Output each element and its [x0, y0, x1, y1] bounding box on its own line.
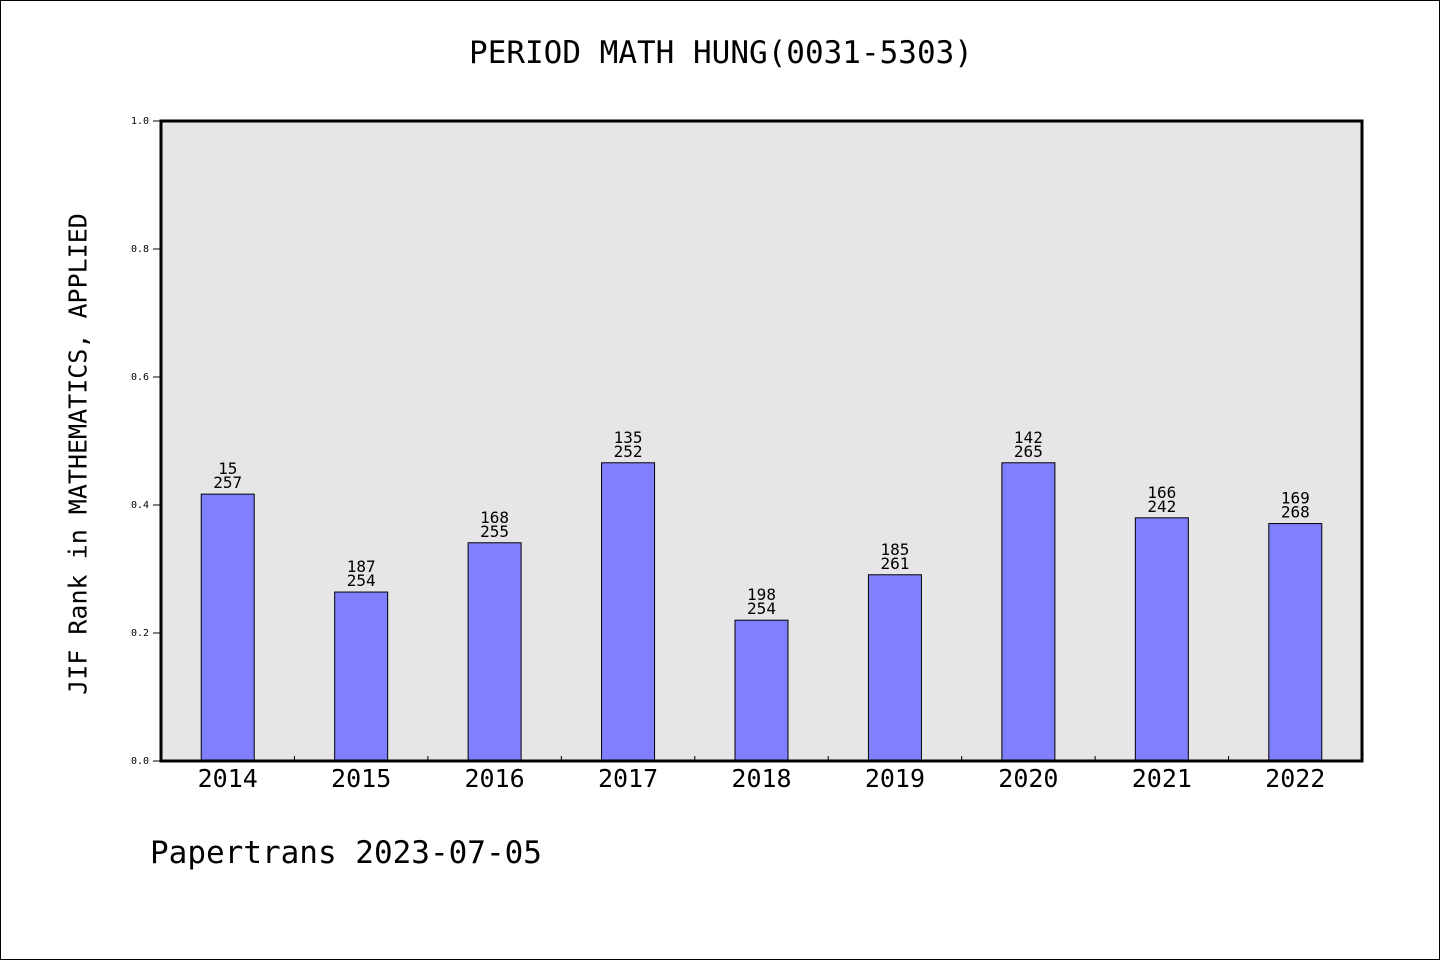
bar-label-rank: 198 [747, 585, 776, 604]
bar-label-rank: 169 [1281, 489, 1310, 508]
bar-label-rank: 185 [880, 540, 909, 559]
bar [867, 574, 922, 762]
bar-label-rank: 135 [614, 428, 643, 447]
footer-text: Papertrans 2023-07-05 [150, 835, 542, 871]
y-tick-label: 0.6 [131, 372, 149, 383]
x-tick-label: 2019 [865, 764, 925, 793]
bar-label-total: 257 [213, 473, 242, 492]
x-tick-label: 2014 [198, 764, 258, 793]
y-tick-label: 1.0 [131, 116, 149, 127]
x-tick-label: 2017 [598, 764, 658, 793]
x-tick-label: 2020 [998, 764, 1058, 793]
bar-label-total: 252 [614, 442, 643, 461]
bar-label-total: 268 [1281, 503, 1310, 522]
bar-label-rank: 168 [480, 508, 509, 527]
y-tick-label: 0.0 [131, 756, 149, 767]
y-tick-label: 0.8 [131, 244, 149, 255]
bar [467, 542, 522, 762]
plot-border [159, 119, 1364, 763]
bar [1134, 517, 1189, 762]
bar-label-total: 261 [880, 554, 909, 573]
bar-label-total: 254 [747, 599, 776, 618]
bar-label-total: 254 [347, 571, 376, 590]
x-tick-label: 2016 [465, 764, 525, 793]
bar-label-rank: 187 [347, 557, 376, 576]
bar-label-total: 255 [480, 522, 509, 541]
bar-label-total: 265 [1014, 442, 1043, 461]
bar [601, 462, 656, 762]
x-tick-label: 2018 [731, 764, 791, 793]
bar [1268, 523, 1323, 762]
y-tick-label: 0.2 [131, 628, 149, 639]
y-tick-label: 0.4 [131, 500, 149, 511]
bar [334, 591, 389, 762]
x-tick-label: 2022 [1265, 764, 1325, 793]
bar [1001, 462, 1056, 762]
x-tick-label: 2015 [331, 764, 391, 793]
bar-label-rank: 142 [1014, 428, 1043, 447]
bar-label-total: 242 [1147, 497, 1176, 516]
chart-title: PERIOD MATH HUNG(0031-5303) [469, 35, 973, 71]
x-tick-label: 2021 [1132, 764, 1192, 793]
bar [200, 493, 255, 762]
bar-label-rank: 15 [218, 459, 237, 478]
bar-label-rank: 166 [1147, 483, 1176, 502]
bar [734, 619, 789, 762]
